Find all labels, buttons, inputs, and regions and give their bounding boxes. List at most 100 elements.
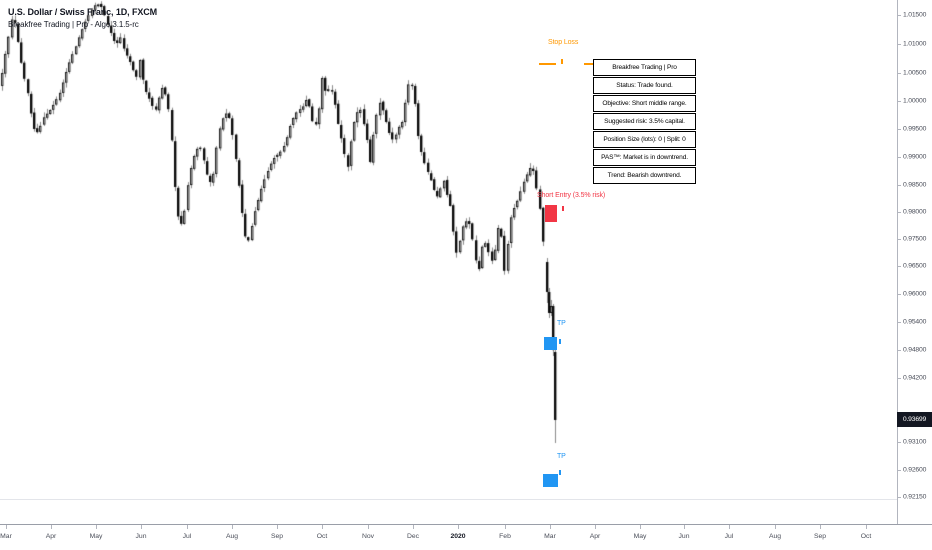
- time-tick-mark: [6, 525, 7, 529]
- time-tick-label: Apr: [45, 533, 57, 540]
- price-tick-mark: [898, 350, 901, 351]
- price-tick-mark: [898, 44, 901, 45]
- algo-info-panel: Breakfree Trading | Pro Status: Trade fou…: [593, 59, 696, 185]
- time-tick-label: Mar: [544, 533, 556, 540]
- price-tick-label: 1.00000: [903, 97, 927, 105]
- info-row-2: Objective: Short middle range.: [593, 95, 696, 112]
- price-tick-mark: [898, 497, 901, 498]
- time-tick-label: Jul: [724, 533, 734, 540]
- price-tick-label: 0.94200: [903, 374, 927, 382]
- short-entry-label[interactable]: Short Entry (3.5% risk): [537, 192, 606, 199]
- price-tick-label: 0.99000: [903, 153, 927, 161]
- chart-legend: U.S. Dollar / Swiss Franc, 1D, FXCM Brea…: [8, 7, 157, 29]
- price-tick-label: 0.92600: [903, 466, 927, 474]
- info-row-1: Status: Trade found.: [593, 77, 696, 94]
- time-tick-label: Sep: [270, 533, 284, 540]
- time-tick-label: Oct: [316, 533, 328, 540]
- stop-loss-label[interactable]: Stop Loss: [548, 39, 579, 46]
- time-tick-mark: [640, 525, 641, 529]
- time-tick-mark: [775, 525, 776, 529]
- price-tick-mark: [898, 157, 901, 158]
- info-row-4: Position Size (lots): 0 | Split: 0: [593, 131, 696, 148]
- time-tick-mark: [232, 525, 233, 529]
- info-row-0: Breakfree Trading | Pro: [593, 59, 696, 76]
- take-profit-1-marker-icon: [559, 339, 561, 344]
- info-row-3: Suggested risk: 3.5% capital.: [593, 113, 696, 130]
- time-tick-mark: [684, 525, 685, 529]
- symbol-title: U.S. Dollar / Swiss Franc, 1D, FXCM: [8, 7, 158, 17]
- take-profit-2-marker-icon: [559, 470, 561, 475]
- candlestick-chart[interactable]: [0, 0, 897, 524]
- take-profit-1-zone[interactable]: [544, 337, 557, 350]
- price-tick-label: 1.01000: [903, 40, 927, 48]
- price-tick-label: 0.98500: [903, 181, 927, 189]
- price-tick-mark: [898, 212, 901, 213]
- time-tick-label: 2020: [450, 533, 466, 540]
- time-tick-label: Mar: [0, 533, 12, 540]
- time-tick-label: Jun: [135, 533, 147, 540]
- price-tick-mark: [898, 442, 901, 443]
- time-tick-mark: [51, 525, 52, 529]
- time-tick-mark: [96, 525, 97, 529]
- time-tick-label: Feb: [499, 533, 511, 540]
- time-tick-label: May: [633, 533, 647, 540]
- take-profit-2-zone[interactable]: [543, 474, 558, 487]
- price-tick-mark: [898, 129, 901, 130]
- price-tick-mark: [898, 378, 901, 379]
- time-tick-mark: [277, 525, 278, 529]
- time-tick-mark: [458, 525, 459, 529]
- time-tick-label: Nov: [361, 533, 375, 540]
- algo-subtitle: Breakfree Trading | Pro - Algo 3.1.5-rc: [8, 20, 139, 29]
- short-entry-marker-icon: [562, 206, 564, 211]
- price-tick-label: 0.96500: [903, 262, 927, 270]
- time-tick-mark: [413, 525, 414, 529]
- price-tick-label: 0.96000: [903, 290, 927, 298]
- price-tick-label: 0.92150: [903, 493, 927, 501]
- price-tick-mark: [898, 239, 901, 240]
- price-tick-label: 0.99500: [903, 125, 927, 133]
- price-tick-label: 0.97500: [903, 235, 927, 243]
- time-tick-mark: [866, 525, 867, 529]
- time-tick-mark: [820, 525, 821, 529]
- time-tick-mark: [550, 525, 551, 529]
- price-tick-label: 0.94800: [903, 346, 927, 354]
- time-tick-mark: [595, 525, 596, 529]
- time-tick-label: Jun: [678, 533, 690, 540]
- price-tick-mark: [898, 185, 901, 186]
- price-tick-mark: [898, 294, 901, 295]
- stop-loss-marker-icon: [561, 59, 563, 64]
- price-tick-mark: [898, 73, 901, 74]
- time-tick-label: Oct: [860, 533, 872, 540]
- time-axis[interactable]: Mar Apr May Jun Jul Aug Sep Oct Nov Dec 2020 Feb Mar…: [0, 524, 932, 550]
- price-tick-mark: [898, 470, 901, 471]
- stop-loss-level-line[interactable]: [539, 63, 556, 65]
- price-tick-label: 0.98000: [903, 208, 927, 216]
- take-profit-2-label[interactable]: TP: [557, 453, 566, 460]
- time-tick-label: Aug: [768, 533, 782, 540]
- time-tick-mark: [187, 525, 188, 529]
- price-tick-mark: [898, 101, 901, 102]
- time-tick-label: May: [89, 533, 103, 540]
- pane-separator: [0, 499, 932, 500]
- time-tick-mark: [505, 525, 506, 529]
- price-tick-label: 0.95400: [903, 318, 927, 326]
- take-profit-1-label[interactable]: TP: [557, 320, 566, 327]
- price-tick-mark: [898, 266, 901, 267]
- short-entry-zone[interactable]: [545, 205, 557, 222]
- stop-loss-level-line[interactable]: [584, 63, 593, 65]
- price-tick-label: 1.01500: [903, 11, 927, 19]
- info-row-5: PAS™: Market is in downtrend.: [593, 149, 696, 166]
- price-tick-mark: [898, 322, 901, 323]
- time-tick-mark: [368, 525, 369, 529]
- price-tick-label: 0.93100: [903, 438, 927, 446]
- time-tick-label: Jul: [182, 533, 192, 540]
- time-tick-label: Apr: [589, 533, 601, 540]
- time-tick-mark: [141, 525, 142, 529]
- price-tick-mark: [898, 15, 901, 16]
- time-tick-label: Dec: [406, 533, 420, 540]
- price-tick-label: 1.00500: [903, 69, 927, 77]
- time-tick-label: Aug: [225, 533, 239, 540]
- price-axis[interactable]: 1.01500 1.01000 1.00500 1.00000 0.99500 0.990…: [897, 0, 932, 524]
- last-price-badge: 0.93699: [897, 412, 932, 427]
